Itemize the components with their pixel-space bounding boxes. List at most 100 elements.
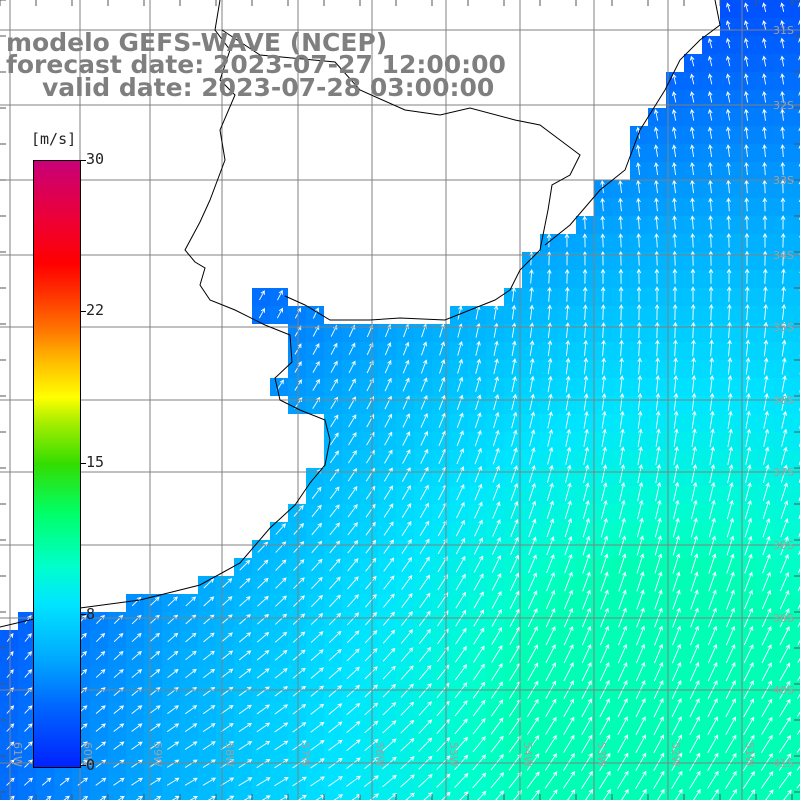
wind-arrow	[762, 571, 771, 592]
wind-arrow	[113, 777, 125, 786]
wind-arrow	[439, 341, 446, 356]
wind-arrow	[583, 304, 588, 320]
wind-arrow	[618, 179, 623, 194]
wind-arrow	[581, 716, 593, 736]
wind-cell	[792, 648, 800, 666]
wind-arrow	[455, 645, 467, 663]
wind-arrow	[690, 286, 696, 302]
wind-arrow	[549, 789, 558, 800]
wind-vector-arrows	[6, 2, 800, 800]
wind-arrow	[672, 517, 680, 538]
wind-arrow	[582, 251, 588, 266]
wind-arrow	[420, 412, 428, 428]
wind-arrow	[763, 446, 770, 465]
wind-arrow	[365, 575, 377, 590]
wind-arrow	[779, 716, 791, 735]
wind-arrow	[780, 179, 786, 194]
wind-arrow	[400, 683, 414, 698]
wind-arrow	[329, 558, 341, 572]
wind-arrow	[581, 752, 593, 771]
wind-arrow	[401, 503, 412, 518]
longitude-labels: 61W 60W 59W 58W 57W 56W 55W 54W 53W 52W 51W	[11, 742, 756, 767]
wind-cell	[792, 396, 800, 414]
wind-arrow	[184, 759, 198, 768]
wind-arrow	[364, 630, 378, 644]
wind-arrow	[203, 632, 215, 643]
wind-arrow	[635, 661, 646, 682]
wind-arrow	[636, 268, 642, 284]
wind-arrow	[402, 467, 411, 482]
wind-arrow	[619, 392, 625, 411]
wind-arrow	[653, 661, 664, 682]
wind-arrow	[436, 700, 450, 717]
wind-arrow	[529, 411, 536, 429]
wind-arrow	[708, 589, 717, 610]
wind-arrow	[781, 339, 787, 357]
wind-arrow	[707, 73, 713, 85]
wind-arrow	[564, 500, 572, 520]
wind-arrow	[95, 741, 107, 750]
wind-arrow	[256, 740, 271, 751]
wind-arrow	[601, 321, 606, 339]
wind-arrow	[492, 501, 501, 519]
wind-arrow	[726, 286, 732, 302]
wind-arrow	[402, 341, 410, 356]
wind-arrow	[744, 197, 749, 212]
wind-arrow	[653, 144, 659, 157]
wind-arrow	[185, 705, 198, 715]
wind-arrow	[508, 771, 522, 789]
wind-arrow	[167, 650, 179, 661]
wind-arrow	[274, 668, 288, 679]
wind-arrow	[239, 559, 251, 571]
wind-arrow	[456, 501, 465, 519]
wind-arrow	[490, 735, 504, 753]
wind-arrow	[672, 286, 678, 302]
wind-arrow	[762, 161, 767, 176]
title-forecast-date: forecast date: 2023-07-27 12:00:00	[6, 50, 506, 79]
wind-arrow	[310, 649, 324, 661]
wind-arrow	[762, 2, 767, 13]
wind-arrow	[365, 593, 377, 608]
wind-arrow	[511, 304, 517, 320]
wind-arrow	[761, 698, 773, 718]
wind-arrow	[763, 357, 769, 375]
wind-arrow	[675, 788, 683, 800]
wind-arrow	[618, 268, 624, 284]
wind-arrow	[472, 736, 486, 753]
wind-cell	[792, 720, 800, 738]
wind-arrow	[203, 668, 216, 679]
wind-arrow	[796, 765, 800, 771]
wind-arrow	[492, 447, 500, 465]
wind-cell	[792, 558, 800, 576]
wind-arrow	[202, 777, 216, 786]
wind-arrow	[673, 321, 678, 339]
wind-arrow	[329, 576, 341, 590]
colorbar-label-22: 22	[86, 301, 105, 319]
wind-arrow	[743, 662, 754, 682]
wind-cell	[450, 792, 468, 800]
latitude-label: 33S	[773, 174, 794, 187]
wind-arrow	[418, 737, 433, 752]
wind-cell	[180, 792, 198, 800]
wind-arrow	[653, 752, 665, 772]
wind-arrow	[583, 322, 588, 339]
wind-arrow	[310, 613, 324, 625]
wind-arrow	[654, 162, 659, 176]
wind-arrow	[601, 410, 607, 429]
wind-arrow	[581, 643, 592, 664]
wind-arrow	[583, 375, 589, 393]
wind-arrow	[382, 702, 397, 716]
wind-arrow	[744, 268, 750, 284]
wind-arrow	[472, 699, 486, 717]
wind-arrow	[600, 517, 608, 538]
wind-cell	[558, 792, 576, 800]
wind-arrow	[727, 410, 733, 429]
wind-arrow	[491, 590, 502, 609]
wind-cell	[0, 792, 18, 800]
wind-arrow	[239, 632, 252, 643]
wind-arrow	[780, 55, 785, 67]
wind-arrow	[636, 625, 645, 646]
wind-arrow	[707, 734, 719, 754]
wind-arrow	[419, 610, 431, 627]
wind-arrow	[690, 215, 695, 230]
